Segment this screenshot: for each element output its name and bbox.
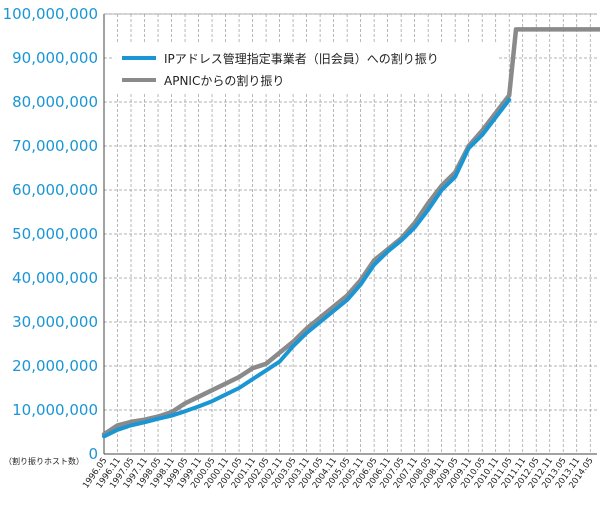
y-tick-label: 80,000,000 (12, 93, 98, 111)
y-tick-label: 90,000,000 (12, 49, 98, 67)
y-tick-label: 60,000,000 (12, 181, 98, 199)
series-line-member-allocation (102, 97, 512, 439)
data-series (101, 27, 600, 439)
legend: IPアドレス管理指定事業者（旧会員）への割り振り APNICからの割り振り (112, 44, 497, 94)
y-tick-label: 50,000,000 (12, 225, 98, 243)
legend-label-gray: APNICからの割り振り (164, 73, 284, 88)
y-tick-labels: 0 10,000,000 20,000,000 30,000,000 40,000,00… (3, 5, 98, 463)
y-tick-label: 0 (88, 445, 98, 463)
y-tick-label: 40,000,000 (12, 269, 98, 287)
y-tick-label: 100,000,000 (3, 5, 98, 23)
y-tick-label: 70,000,000 (12, 137, 98, 155)
legend-label-blue: IPアドレス管理指定事業者（旧会員）への割り振り (164, 51, 439, 66)
legend-box (112, 44, 497, 94)
y-tick-label: 20,000,000 (12, 357, 98, 375)
unit-label: （割り振りホスト数） (4, 456, 84, 466)
y-tick-label: 30,000,000 (12, 313, 98, 331)
series-line-apnic-allocation (101, 27, 600, 437)
y-tick-label: 10,000,000 (12, 401, 98, 419)
grid-lines (104, 13, 597, 455)
axes (103, 13, 597, 455)
x-tick-labels: 1996.051996.111997.051997.111998.051998.… (81, 456, 596, 491)
